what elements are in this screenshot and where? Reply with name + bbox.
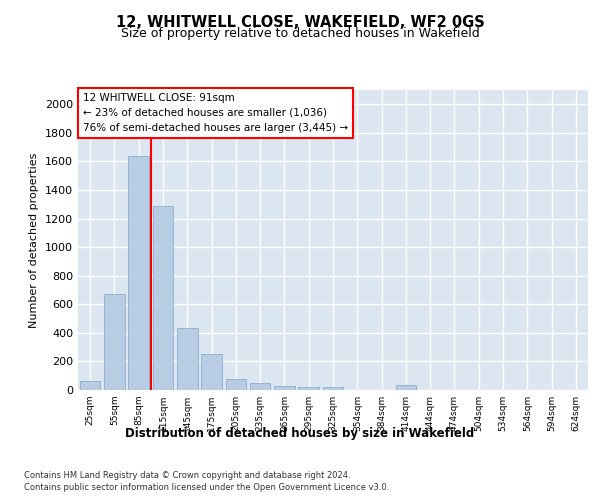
Text: 12 WHITWELL CLOSE: 91sqm
← 23% of detached houses are smaller (1,036)
76% of sem: 12 WHITWELL CLOSE: 91sqm ← 23% of detach…: [83, 93, 348, 132]
Bar: [104, 294, 125, 390]
Bar: [323, 388, 343, 390]
Bar: [298, 387, 319, 390]
Bar: [274, 386, 295, 390]
Bar: [177, 328, 197, 390]
Bar: [395, 385, 416, 390]
Text: 12, WHITWELL CLOSE, WAKEFIELD, WF2 0GS: 12, WHITWELL CLOSE, WAKEFIELD, WF2 0GS: [116, 15, 484, 30]
Bar: [152, 206, 173, 390]
Text: Distribution of detached houses by size in Wakefield: Distribution of detached houses by size …: [125, 428, 475, 440]
Bar: [250, 383, 271, 390]
Text: Size of property relative to detached houses in Wakefield: Size of property relative to detached ho…: [121, 28, 479, 40]
Bar: [128, 156, 149, 390]
Bar: [201, 354, 222, 390]
Text: Contains public sector information licensed under the Open Government Licence v3: Contains public sector information licen…: [24, 484, 389, 492]
Bar: [226, 380, 246, 390]
Text: Contains HM Land Registry data © Crown copyright and database right 2024.: Contains HM Land Registry data © Crown c…: [24, 471, 350, 480]
Y-axis label: Number of detached properties: Number of detached properties: [29, 152, 40, 328]
Bar: [80, 380, 100, 390]
